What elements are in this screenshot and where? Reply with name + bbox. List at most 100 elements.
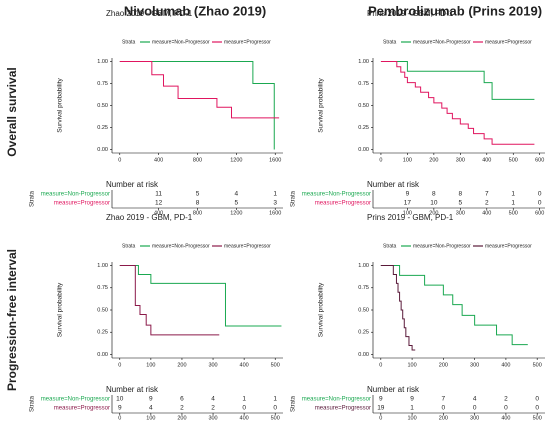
risk-row-label: measure=Non-Progressor: [302, 397, 371, 403]
x-tick-label: 100: [146, 362, 155, 368]
x-tick-label: 100: [146, 415, 155, 421]
row-label: Progression-free interval: [5, 249, 19, 391]
x-tick-label: 200: [439, 362, 448, 368]
risk-strata-label: Strata: [30, 395, 36, 412]
risk-count: 9: [118, 405, 122, 412]
y-tick-label: 0.50: [97, 103, 108, 109]
risk-row-label: measure=Progressor: [315, 201, 371, 207]
risk-count: 1: [410, 405, 414, 412]
x-tick-label: 400: [501, 362, 510, 368]
column-header: Pembrolizumab (Prins 2019): [368, 3, 542, 18]
y-tick-label: 1.00: [358, 263, 369, 269]
y-tick-label: 0.25: [358, 330, 369, 336]
risk-count: 0: [504, 405, 508, 412]
x-tick-label: 500: [509, 210, 518, 216]
risk-count: 5: [235, 200, 239, 207]
y-tick-label: 0.75: [97, 81, 108, 87]
legend-label: measure=Non-Progressor: [152, 243, 210, 249]
x-tick-label: 0: [379, 362, 382, 368]
x-tick-label: 0: [379, 415, 382, 421]
x-tick-label: 500: [533, 362, 542, 368]
legend-label: measure=Progressor: [224, 39, 271, 45]
x-tick-label: 200: [429, 157, 438, 163]
risk-row-label: measure=Non-Progressor: [302, 192, 371, 198]
y-tick-label: 0.25: [358, 125, 369, 131]
survival-curve: [119, 61, 275, 150]
x-tick-label: 300: [208, 362, 217, 368]
x-tick-label: 0: [118, 362, 121, 368]
survival-curve: [380, 265, 528, 346]
x-tick-label: 800: [193, 157, 202, 163]
risk-count: 8: [432, 191, 436, 198]
legend-label: measure=Non-Progressor: [152, 39, 210, 45]
x-tick-label: 0: [118, 157, 121, 163]
x-tick-label: 300: [456, 157, 465, 163]
risk-count: 1: [273, 396, 277, 403]
x-tick-label: 400: [240, 362, 249, 368]
x-tick-label: 1200: [230, 210, 242, 216]
survival-curve: [380, 61, 535, 145]
x-tick-label: 1600: [269, 210, 281, 216]
subtitle: Zhao 2019 - GBM, PD-1: [106, 9, 193, 18]
x-tick-label: 500: [271, 415, 280, 421]
x-tick-label: 500: [509, 157, 518, 163]
y-tick-label: 0.50: [358, 103, 369, 109]
risk-count: 4: [473, 396, 477, 403]
risk-count: 9: [379, 396, 383, 403]
legend-title: Strata: [383, 39, 397, 45]
x-tick-label: 200: [439, 415, 448, 421]
legend-label: measure=Progressor: [224, 243, 271, 249]
x-tick-label: 0: [118, 415, 121, 421]
risk-strata-label: Strata: [291, 395, 297, 412]
y-tick-label: 0.75: [97, 285, 108, 291]
risk-count: 2: [504, 396, 508, 403]
x-tick-label: 200: [177, 415, 186, 421]
x-tick-label: 100: [403, 210, 412, 216]
y-axis-label: Survival probability: [57, 77, 64, 132]
risk-row-label: measure=Progressor: [54, 201, 110, 207]
risk-count: 0: [442, 405, 446, 412]
legend-label: measure=Progressor: [485, 39, 532, 45]
row-label: Overall survival: [5, 67, 19, 156]
risk-count: 0: [538, 200, 542, 207]
risk-count: 6: [180, 396, 184, 403]
y-tick-label: 1.00: [97, 263, 108, 269]
risk-count: 7: [442, 396, 446, 403]
risk-count: 1: [511, 200, 515, 207]
risk-count: 9: [149, 396, 153, 403]
risk-strata-label: Strata: [30, 190, 36, 207]
risk-count: 10: [430, 200, 438, 207]
x-tick-label: 400: [240, 415, 249, 421]
risk-count: 7: [485, 191, 489, 198]
risk-count: 9: [406, 191, 410, 198]
x-tick-label: 600: [535, 210, 544, 216]
risk-row-label: measure=Non-Progressor: [41, 192, 110, 198]
risk-row-label: measure=Progressor: [54, 406, 110, 412]
risk-count: 8: [196, 200, 200, 207]
x-tick-label: 300: [470, 362, 479, 368]
risk-title: Number at risk: [106, 385, 159, 394]
legend-label: measure=Progressor: [485, 243, 532, 249]
risk-count: 5: [196, 191, 200, 198]
y-tick-label: 0.00: [97, 352, 108, 358]
x-tick-label: 400: [501, 415, 510, 421]
y-tick-label: 0.00: [358, 352, 369, 358]
risk-count: 5: [459, 200, 463, 207]
x-tick-label: 200: [177, 362, 186, 368]
x-tick-label: 400: [154, 157, 163, 163]
y-tick-label: 0.75: [358, 285, 369, 291]
risk-count: 8: [459, 191, 463, 198]
x-tick-label: 600: [535, 157, 544, 163]
risk-count: 0: [473, 405, 477, 412]
x-tick-label: 400: [482, 210, 491, 216]
x-tick-label: 500: [271, 362, 280, 368]
survival-curve: [380, 61, 535, 100]
subtitle: Zhao 2019 - GBM, PD-1: [106, 213, 193, 222]
risk-row-label: measure=Progressor: [315, 406, 371, 412]
legend-title: Strata: [122, 39, 136, 45]
legend-label: measure=Non-Progressor: [413, 39, 471, 45]
survival-curve: [119, 265, 282, 327]
x-tick-label: 1200: [230, 157, 242, 163]
risk-count: 9: [410, 396, 414, 403]
